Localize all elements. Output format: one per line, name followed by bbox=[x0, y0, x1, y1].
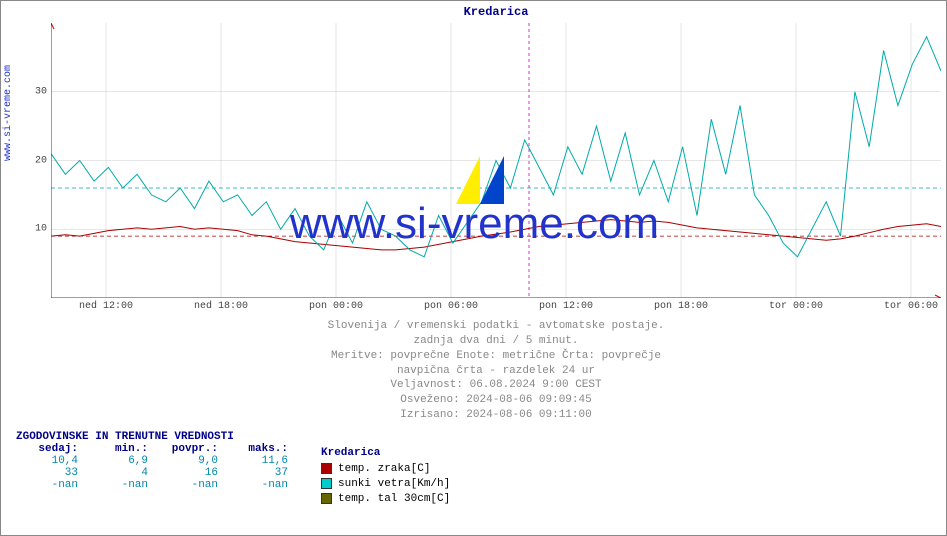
x-tick-label: tor 00:00 bbox=[769, 301, 823, 312]
legend-swatch bbox=[321, 478, 332, 489]
stats-header: ZGODOVINSKE IN TRENUTNE VREDNOSTI bbox=[16, 431, 296, 443]
legend-label: temp. zraka[C] bbox=[338, 463, 430, 475]
legend-item: temp. tal 30cm[C] bbox=[321, 491, 450, 506]
footer-line-7: Izrisano: 2024-08-06 09:11:00 bbox=[51, 408, 941, 423]
legend-swatch bbox=[321, 493, 332, 504]
x-tick-label: ned 18:00 bbox=[194, 301, 248, 312]
stats-value: -nan bbox=[156, 479, 226, 491]
stats-col-header: min.: bbox=[86, 443, 156, 455]
stats-value: 33 bbox=[16, 467, 86, 479]
x-tick-label: tor 06:00 bbox=[884, 301, 938, 312]
stats-value: -nan bbox=[86, 479, 156, 491]
footer-metadata: Slovenija / vremenski podatki - avtomats… bbox=[51, 319, 941, 423]
stats-table: ZGODOVINSKE IN TRENUTNE VREDNOSTI sedaj:… bbox=[16, 431, 296, 491]
legend: Kredarica temp. zraka[C] sunki vetra[Km/h… bbox=[321, 447, 450, 506]
legend-swatch bbox=[321, 463, 332, 474]
stats-value: 10,4 bbox=[16, 455, 86, 467]
site-logo bbox=[456, 156, 504, 204]
stats-value: 37 bbox=[226, 467, 296, 479]
stats-value: 4 bbox=[86, 467, 156, 479]
y-tick-label: 30 bbox=[7, 86, 47, 97]
x-tick-label: pon 12:00 bbox=[539, 301, 593, 312]
x-tick-label: pon 18:00 bbox=[654, 301, 708, 312]
stats-value: 16 bbox=[156, 467, 226, 479]
footer-line-2: zadnja dva dni / 5 minut. bbox=[51, 334, 941, 349]
legend-title: Kredarica bbox=[321, 447, 450, 459]
stats-col-header: povpr.: bbox=[156, 443, 226, 455]
x-tick-label: pon 00:00 bbox=[309, 301, 363, 312]
stats-value: 9,0 bbox=[156, 455, 226, 467]
stats-value: -nan bbox=[16, 479, 86, 491]
footer-line-4: navpična črta - razdelek 24 ur bbox=[51, 364, 941, 379]
legend-label: temp. tal 30cm[C] bbox=[338, 493, 450, 505]
footer-line-1: Slovenija / vremenski podatki - avtomats… bbox=[51, 319, 941, 334]
legend-item: sunki vetra[Km/h] bbox=[321, 476, 450, 491]
x-tick-label: ned 12:00 bbox=[79, 301, 133, 312]
stats-value: -nan bbox=[226, 479, 296, 491]
stats-col-header: maks.: bbox=[226, 443, 296, 455]
legend-label: sunki vetra[Km/h] bbox=[338, 478, 450, 490]
legend-item: temp. zraka[C] bbox=[321, 461, 450, 476]
footer-line-3: Meritve: povprečne Enote: metrične Črta:… bbox=[51, 349, 941, 364]
stats-value: 6,9 bbox=[86, 455, 156, 467]
stats-value: 11,6 bbox=[226, 455, 296, 467]
stats-col-header: sedaj: bbox=[16, 443, 86, 455]
x-tick-label: pon 06:00 bbox=[424, 301, 478, 312]
chart-title: Kredarica bbox=[51, 5, 941, 19]
footer-line-5: Veljavnost: 06.08.2024 9:00 CEST bbox=[51, 378, 941, 393]
y-tick-label: 20 bbox=[7, 155, 47, 166]
footer-line-6: Osveženo: 2024-08-06 09:09:45 bbox=[51, 393, 941, 408]
side-source-text: www.si-vreme.com bbox=[3, 65, 14, 161]
y-tick-label: 10 bbox=[7, 224, 47, 235]
